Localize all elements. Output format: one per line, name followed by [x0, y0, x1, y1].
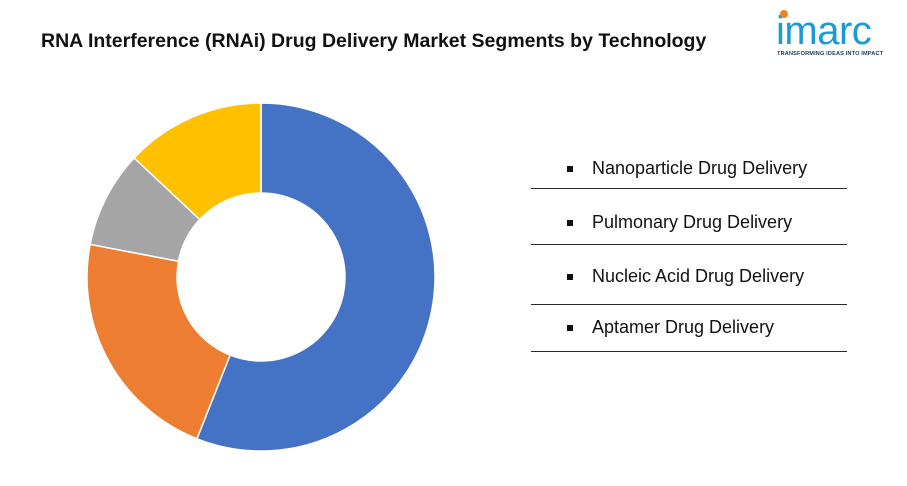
logo-dot-icon — [780, 10, 788, 18]
legend-bullet — [567, 325, 573, 331]
legend-label: Pulmonary Drug Delivery — [592, 212, 793, 232]
donut-slices — [86, 102, 436, 452]
legend-label: Nanoparticle Drug Delivery — [592, 158, 808, 178]
donut-slice-nanoparticle — [195, 102, 436, 452]
legend-label: Aptamer Drug Delivery — [592, 317, 775, 337]
legend-item-aptamer: Aptamer Drug Delivery — [531, 305, 847, 352]
legend-item-nucleic-acid: Nucleic Acid Drug Delivery — [531, 245, 847, 305]
logo-wordmark: imarc — [776, 9, 872, 53]
legend-bullet — [567, 274, 573, 280]
donut-slice-pulmonary — [86, 243, 232, 440]
chart-title: RNA Interference (RNAi) Drug Delivery Ma… — [41, 30, 707, 52]
legend-item-nanoparticle: Nanoparticle Drug Delivery — [531, 150, 847, 189]
legend-bullet — [567, 220, 573, 226]
imarc-logo: imarc TRANSFORMING IDEAS INTO IMPACT — [776, 9, 894, 61]
legend-bullet — [567, 166, 573, 172]
chart-legend: Nanoparticle Drug Delivery Pulmonary Dru… — [531, 150, 847, 352]
legend-label: Nucleic Acid Drug Delivery — [592, 266, 805, 286]
donut-slice-aptamer — [133, 102, 262, 221]
legend-item-pulmonary: Pulmonary Drug Delivery — [531, 189, 847, 245]
logo-tagline: TRANSFORMING IDEAS INTO IMPACT — [777, 51, 884, 57]
